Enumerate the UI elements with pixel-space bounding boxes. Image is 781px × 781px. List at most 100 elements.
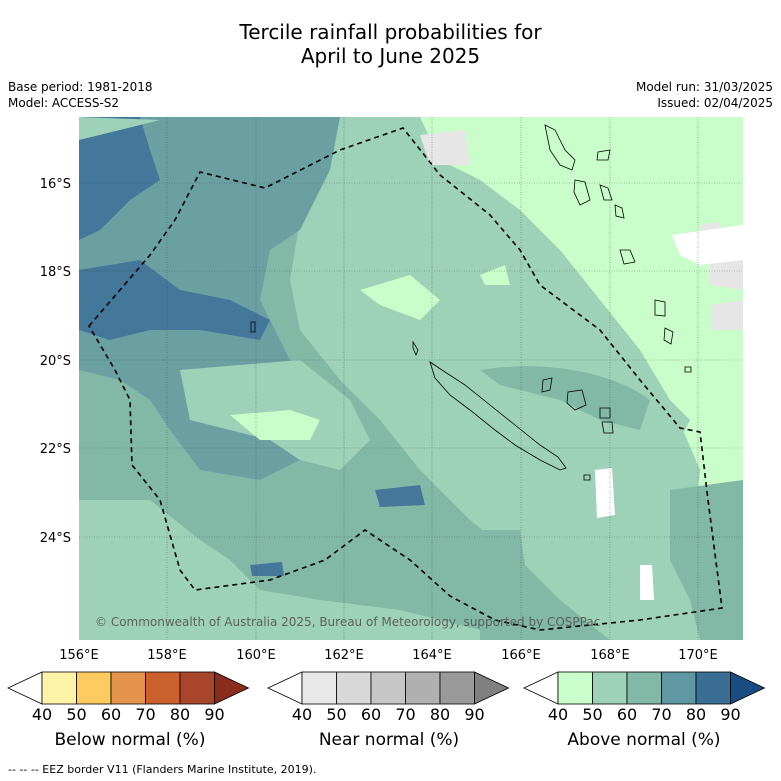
colorbar-label-below: Below normal (%)	[54, 730, 206, 750]
colorbar-near-tick: 90	[464, 705, 484, 724]
lon-label-164e: 164°E	[412, 648, 452, 663]
eez-border	[88, 127, 723, 631]
lat-label-22s: 22°S	[40, 442, 71, 457]
lon-label-158e: 158°E	[147, 648, 187, 663]
zone-40-west-center	[230, 410, 320, 440]
lat-labels: 16°S 18°S 20°S 22°S 24°S	[40, 177, 71, 546]
lon-label-168e: 168°E	[590, 648, 630, 663]
island-outline-small-3	[250, 321, 256, 333]
zone-80-northwest	[79, 117, 160, 240]
zone-near-normal-1	[420, 130, 470, 165]
colorbar-near-segment	[336, 671, 372, 705]
colorbar-above-tick: 60	[617, 705, 637, 724]
loyalty-outline-3	[599, 407, 611, 419]
colorbar-near-segment	[301, 671, 337, 705]
colorbar-near-high-extend	[474, 671, 510, 705]
colorbar-below-segment	[145, 671, 181, 705]
zone-near-normal-6	[640, 565, 654, 600]
colorbar-below-tick: 80	[170, 705, 190, 724]
colorbar-below-segment	[110, 671, 146, 705]
chart-title: Tercile rainfall probabilities for April…	[0, 20, 781, 68]
zone-40-north-small	[480, 265, 510, 285]
meta-left: Base period: 1981-2018 Model: ACCESS-S2	[8, 79, 153, 111]
model-run: Model run: 31/03/2025	[635, 80, 773, 94]
colorbar-below-tick: 70	[135, 705, 155, 724]
colorbar-below-tick: 50	[66, 705, 86, 724]
island-outline-small-4	[412, 340, 419, 357]
colorbar-near-segment	[439, 671, 475, 705]
zone-40-central	[360, 275, 440, 320]
colorbar-above-tick: 70	[651, 705, 671, 724]
vanuatu-outline-6	[619, 249, 636, 265]
lat-label-16s: 16°S	[40, 177, 71, 192]
zone-80-small-2	[250, 562, 284, 576]
colorbar-above-segment	[695, 671, 731, 705]
colorbar-above-segment	[592, 671, 628, 705]
lon-label-166e: 166°E	[501, 648, 541, 663]
lon-label-162e: 162°E	[324, 648, 364, 663]
loyalty-outline-4	[601, 421, 614, 434]
colorbar-near-tick: 50	[326, 705, 346, 724]
title-line-1: Tercile rainfall probabilities for	[239, 20, 542, 44]
island-outline-small-2	[684, 366, 692, 373]
copyright-text: © Commonwealth of Australia 2025, Bureau…	[95, 615, 600, 629]
colorbar-below-tick: 40	[32, 705, 52, 724]
zone-40-east	[420, 117, 743, 640]
colorbar-above-tick: 40	[548, 705, 568, 724]
colorbar-below-tick: 90	[204, 705, 224, 724]
colorbar-near-segment	[370, 671, 406, 705]
colorbar-above-tick: 90	[720, 705, 740, 724]
colorbar-below-high-extend	[214, 671, 250, 705]
island-outline-small-1	[583, 474, 591, 481]
colorbars: 40 50 60 70 80 90 40 50 60 70 80 90 40 50 60 70 80 90	[7, 671, 766, 724]
loyalty-outline-2	[566, 389, 587, 411]
coastlines	[250, 124, 692, 481]
eez-footer-note: -- -- -- EEZ border V11 (Flanders Marine…	[8, 763, 317, 776]
lon-label-170e: 170°E	[678, 648, 718, 663]
colorbar-above-segment	[661, 671, 697, 705]
lon-label-160e: 160°E	[236, 648, 276, 663]
colorbar-near-segment	[405, 671, 441, 705]
zone-60-east	[480, 366, 650, 430]
colorbar-below-segment	[179, 671, 215, 705]
colorbar-above-low-extend	[523, 671, 559, 705]
vanuatu-outline-5	[614, 204, 625, 219]
base-period: Base period: 1981-2018	[8, 80, 153, 94]
colorbar-below-segment	[76, 671, 112, 705]
lon-label-156e: 156°E	[59, 648, 99, 663]
lon-labels: 156°E 158°E 160°E 162°E 164°E 166°E 168°…	[59, 648, 718, 663]
vanuatu-outline-4	[599, 184, 613, 201]
zone-50-north-center	[79, 117, 160, 140]
colorbar-below-segment	[41, 671, 77, 705]
vanuatu-outline-1	[544, 124, 576, 171]
colorbar-above-tick: 50	[582, 705, 602, 724]
zone-50-south	[540, 470, 650, 610]
vanuatu-outline-3	[596, 149, 611, 161]
new-caledonia-outline	[429, 361, 567, 471]
colorbar-above-tick: 80	[686, 705, 706, 724]
lat-label-24s: 24°S	[40, 531, 71, 546]
vanuatu-outline-2	[573, 179, 591, 206]
zone-60-south	[470, 530, 530, 620]
issued-date: Issued: 02/04/2025	[657, 96, 773, 110]
model-name: Model: ACCESS-S2	[8, 96, 120, 110]
zone-80-west	[79, 260, 270, 340]
title-line-2: April to June 2025	[300, 44, 481, 68]
colorbar-below-tick: 60	[101, 705, 121, 724]
zone-50-southwest	[79, 500, 480, 640]
colorbar-near-tick: 40	[292, 705, 312, 724]
colorbar-near-tick: 80	[430, 705, 450, 724]
lat-label-18s: 18°S	[40, 265, 71, 280]
zone-near-normal-4	[712, 300, 743, 330]
zone-60-southeast	[670, 480, 743, 640]
meta-right: Model run: 31/03/2025 Issued: 02/04/2025	[636, 79, 773, 111]
colorbar-label-near: Near normal (%)	[318, 730, 460, 750]
colorbar-near-tick: 60	[361, 705, 381, 724]
colorbar-near-tick: 70	[395, 705, 415, 724]
gridlines	[79, 117, 743, 640]
vanuatu-outline-7	[654, 299, 666, 317]
colorbar-label-above: Above normal (%)	[567, 730, 721, 750]
colorbar-above-segment	[557, 671, 593, 705]
lat-label-20s: 20°S	[40, 354, 71, 369]
